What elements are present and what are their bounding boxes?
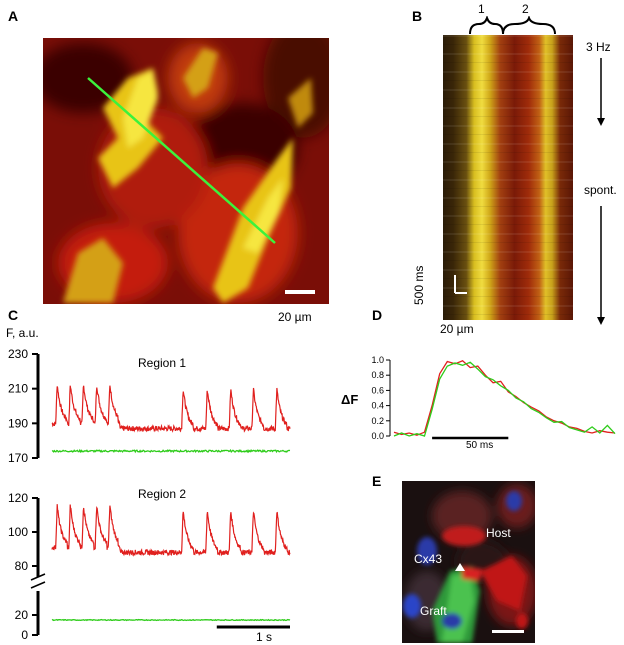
panel-a-label: A	[8, 8, 19, 24]
tick-label: 20	[15, 608, 29, 622]
panel-e-scale-bar	[492, 630, 524, 633]
tick-label: 100	[8, 525, 28, 539]
tick-label: 1.0	[371, 355, 384, 365]
region-2-red-trace	[51, 504, 291, 557]
tick-label: 0.8	[371, 370, 384, 380]
panel-d-time-label: 50 ms	[466, 440, 494, 451]
region-1-red-trace	[51, 385, 291, 433]
roi-braces	[469, 16, 556, 35]
panel-b-label: B	[412, 8, 423, 24]
kymo-time-label: 500 ms	[412, 265, 426, 305]
panel-c-time-label: 1 s	[256, 630, 273, 644]
stim-label: 3 Hz	[586, 40, 611, 54]
tick-label: 190	[8, 416, 28, 430]
panel-c-chart: 230 210 190 170 120 100 80 20 0	[8, 347, 291, 642]
kymo-scale-bar	[454, 275, 467, 294]
cx43-arrowhead	[455, 563, 465, 571]
tick-label: 170	[8, 451, 28, 465]
region-1-title: Region 1	[138, 356, 187, 370]
kymo-space-label: 20 µm	[440, 322, 474, 336]
cx43-label: Cx43	[414, 552, 443, 566]
panel-d-green-trace	[393, 361, 616, 437]
tick-label: 0	[21, 628, 28, 642]
panel-c-y-unit: F, a.u.	[6, 326, 39, 340]
roi-2-label: 2	[522, 2, 529, 16]
graft-label: Graft	[420, 604, 447, 618]
tick-label: 0.6	[371, 385, 384, 395]
tick-label: 80	[15, 559, 29, 573]
tick-label: 0.0	[371, 431, 384, 441]
panel-d-label: D	[372, 307, 383, 323]
panel-b-kymograph	[443, 35, 573, 320]
spont-label: spont.	[584, 183, 617, 197]
panel-e-image	[402, 481, 535, 643]
host-label: Host	[486, 526, 511, 540]
panel-a-image	[43, 38, 329, 304]
tick-label: 230	[8, 347, 28, 361]
axis-break	[30, 573, 46, 589]
panel-a-scale-label: 20 µm	[278, 310, 312, 324]
scale-bar	[285, 290, 315, 294]
panel-d-y-label: ΔF	[341, 392, 359, 407]
tick-label: 210	[8, 382, 28, 396]
region-2-green-trace	[51, 618, 291, 622]
region-2-title: Region 2	[138, 487, 187, 501]
panel-d-red-trace	[393, 360, 616, 436]
roi-1-label: 1	[478, 2, 485, 16]
tick-label: 0.4	[371, 401, 384, 411]
panel-c-label: C	[8, 307, 19, 323]
tick-label: 120	[8, 491, 28, 505]
line-scan-line	[87, 77, 276, 244]
time-arrows	[597, 58, 605, 325]
region-1-green-trace	[51, 448, 291, 454]
panel-d-chart: 1.0 0.8 0.6 0.4 0.2 0.0	[371, 355, 616, 441]
tick-label: 0.2	[371, 416, 384, 426]
panel-e-label: E	[372, 473, 382, 489]
